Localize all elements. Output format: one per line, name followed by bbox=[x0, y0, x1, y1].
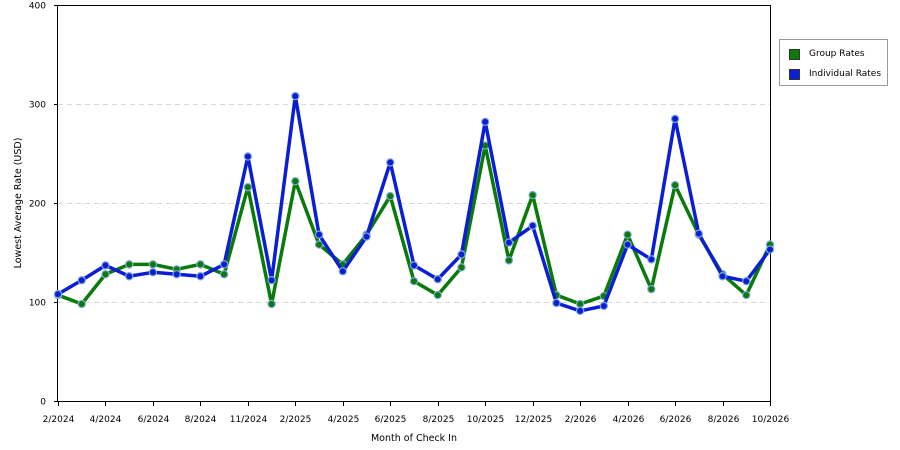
data-point-individual-rates bbox=[742, 277, 751, 286]
legend-item-group-rates: Group Rates bbox=[789, 47, 865, 61]
data-point-individual-rates bbox=[623, 240, 632, 249]
data-point-group-rates bbox=[77, 299, 86, 309]
x-axis-ticks: 2/2024 4/2024 6/2024 8/2024 11/2024 2/2025 4/2… bbox=[43, 401, 790, 425]
data-point-individual-rates bbox=[243, 152, 253, 161]
data-point-individual-rates bbox=[481, 117, 490, 127]
y-tick-label: 200 bbox=[29, 200, 46, 210]
data-point-group-rates bbox=[623, 230, 632, 239]
data-point-group-rates bbox=[528, 190, 537, 200]
series-individual-rates bbox=[53, 91, 775, 316]
data-point-group-rates bbox=[124, 260, 134, 269]
data-point-individual-rates bbox=[599, 301, 609, 311]
data-point-individual-rates bbox=[409, 261, 419, 270]
data-point-individual-rates bbox=[219, 260, 229, 269]
data-point-individual-rates bbox=[196, 272, 205, 281]
data-point-individual-rates bbox=[101, 261, 110, 270]
data-point-group-rates bbox=[219, 270, 229, 279]
legend-label-individual-rates: Individual Rates bbox=[809, 69, 882, 79]
data-point-group-rates bbox=[267, 299, 276, 309]
data-point-individual-rates bbox=[552, 298, 561, 308]
x-tick-label: 4/2025 bbox=[328, 415, 360, 425]
x-tick-label: 11/2024 bbox=[230, 415, 268, 425]
grid-lines bbox=[58, 104, 770, 303]
data-point-group-rates bbox=[291, 177, 300, 186]
data-point-individual-rates bbox=[77, 276, 86, 285]
y-axis-ticks: 0 100 200 300 400 bbox=[29, 2, 58, 408]
data-point-group-rates bbox=[433, 290, 442, 300]
data-point-group-rates bbox=[196, 260, 205, 269]
data-point-individual-rates bbox=[694, 229, 704, 238]
x-tick-label: 10/2025 bbox=[467, 415, 504, 425]
data-point-group-rates bbox=[647, 284, 656, 294]
data-point-group-rates bbox=[575, 299, 585, 309]
data-point-group-rates bbox=[386, 191, 395, 201]
data-point-individual-rates bbox=[765, 245, 775, 254]
x-tick-label: 8/2026 bbox=[708, 415, 740, 425]
x-tick-label: 10/2026 bbox=[752, 415, 790, 425]
y-tick-label: 300 bbox=[29, 101, 46, 111]
x-tick-label: 12/2025 bbox=[515, 415, 552, 425]
x-tick-label: 8/2024 bbox=[185, 415, 217, 425]
x-tick-label: 6/2024 bbox=[138, 415, 170, 425]
data-point-individual-rates bbox=[362, 232, 371, 241]
data-point-individual-rates bbox=[124, 272, 134, 281]
data-point-individual-rates bbox=[647, 255, 656, 264]
data-point-individual-rates bbox=[314, 230, 324, 239]
data-point-individual-rates bbox=[575, 306, 585, 316]
x-tick-label: 4/2024 bbox=[90, 415, 122, 425]
data-point-group-rates bbox=[504, 256, 514, 265]
data-point-individual-rates bbox=[718, 272, 727, 281]
data-point-individual-rates bbox=[386, 158, 395, 167]
data-point-group-rates bbox=[148, 260, 158, 269]
x-tick-label: 2/2025 bbox=[280, 415, 312, 425]
x-tick-label: 8/2025 bbox=[423, 415, 455, 425]
x-tick-label: 6/2025 bbox=[375, 415, 407, 425]
series-layer bbox=[53, 91, 775, 316]
data-point-individual-rates bbox=[670, 114, 680, 124]
y-tick-label: 0 bbox=[40, 398, 46, 408]
legend-item-individual-rates: Individual Rates bbox=[789, 67, 881, 81]
data-point-individual-rates bbox=[528, 221, 537, 230]
legend-swatch-group-rates bbox=[789, 48, 800, 60]
legend-label-group-rates: Group Rates bbox=[809, 49, 865, 59]
data-point-individual-rates bbox=[291, 91, 300, 101]
data-point-group-rates bbox=[243, 182, 253, 192]
data-point-group-rates bbox=[457, 263, 466, 272]
data-point-individual-rates bbox=[457, 250, 466, 259]
legend-swatch-individual-rates bbox=[789, 68, 800, 80]
data-point-group-rates bbox=[101, 270, 110, 279]
x-tick-label: 4/2026 bbox=[613, 415, 645, 425]
data-point-group-rates bbox=[742, 290, 751, 300]
data-point-individual-rates bbox=[433, 275, 442, 284]
data-point-individual-rates bbox=[267, 276, 276, 285]
y-axis-title: Lowest Average Rate (USD) bbox=[13, 138, 24, 269]
data-point-individual-rates bbox=[504, 238, 514, 247]
legend: Group Rates Individual Rates bbox=[779, 39, 888, 86]
x-axis-title: Month of Check In bbox=[371, 433, 457, 444]
data-point-individual-rates bbox=[172, 270, 181, 279]
y-tick-label: 400 bbox=[29, 2, 46, 12]
data-point-group-rates bbox=[409, 277, 419, 286]
series-group-rates bbox=[53, 141, 775, 309]
data-point-individual-rates bbox=[338, 267, 347, 276]
data-point-individual-rates bbox=[148, 268, 158, 277]
y-tick-label: 100 bbox=[29, 299, 46, 309]
data-point-group-rates bbox=[314, 240, 324, 249]
data-point-group-rates bbox=[670, 180, 680, 190]
x-tick-label: 2/2024 bbox=[43, 415, 75, 425]
x-tick-label: 6/2026 bbox=[660, 415, 692, 425]
x-tick-label: 2/2026 bbox=[565, 415, 597, 425]
data-point-individual-rates bbox=[53, 289, 63, 299]
